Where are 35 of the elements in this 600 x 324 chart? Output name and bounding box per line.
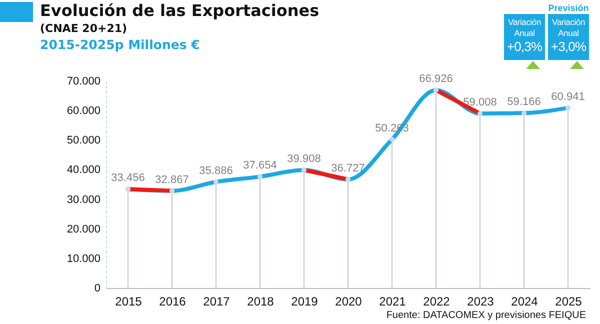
chart-subtitle: (CNAE 20+21) — [40, 22, 128, 35]
chart-title: Evolución de las Exportaciones — [40, 1, 320, 20]
x-tick-label: 2023 — [467, 294, 494, 308]
x-tick-label: 2018 — [247, 294, 274, 308]
data-label: 39.908 — [287, 152, 321, 165]
text: Variación Anual +0,3% — [506, 17, 544, 55]
data-label: 59.008 — [463, 96, 497, 109]
data-label: 32.867 — [155, 174, 189, 186]
x-tick-label: 2021 — [379, 294, 406, 308]
data-label: 60.941 — [551, 90, 585, 103]
x-tick-label: 2015 — [115, 294, 142, 308]
y-tick-label: 40.000 — [66, 164, 100, 176]
source-note: Fuente: DATACOMEX y previsiones FEIQUE — [386, 310, 586, 321]
x-tick-label: 2017 — [203, 294, 230, 308]
y-tick-label: 30.000 — [66, 194, 100, 206]
data-label: 36.727 — [331, 162, 365, 174]
y-tick-label: 60.000 — [66, 105, 100, 118]
x-tick-label: 2024 — [511, 294, 538, 308]
y-tick-label: 0 — [94, 282, 100, 294]
y-axis-title: 2015-2025p Millones € — [40, 37, 200, 52]
text: Previsión Variación Anual +3,0% — [548, 3, 589, 55]
y-tick-label: 20.000 — [66, 223, 100, 236]
x-tick-label: 2020 — [335, 294, 362, 308]
data-label: 37.654 — [243, 160, 277, 172]
data-label: 66.926 — [419, 73, 453, 86]
data-label: 33.456 — [111, 172, 145, 184]
data-label: 35.886 — [199, 164, 233, 177]
x-tick-label: 2019 — [291, 294, 318, 308]
x-tick-label: 2025 — [555, 294, 582, 308]
data-label: 59.166 — [507, 96, 541, 108]
y-tick-label: 10.000 — [66, 252, 100, 265]
x-tick-label: 2016 — [159, 294, 186, 308]
y-tick-label: 50.000 — [66, 134, 100, 147]
y-tick-label: 70.000 — [66, 76, 100, 88]
x-tick-label: 2022 — [423, 294, 450, 308]
